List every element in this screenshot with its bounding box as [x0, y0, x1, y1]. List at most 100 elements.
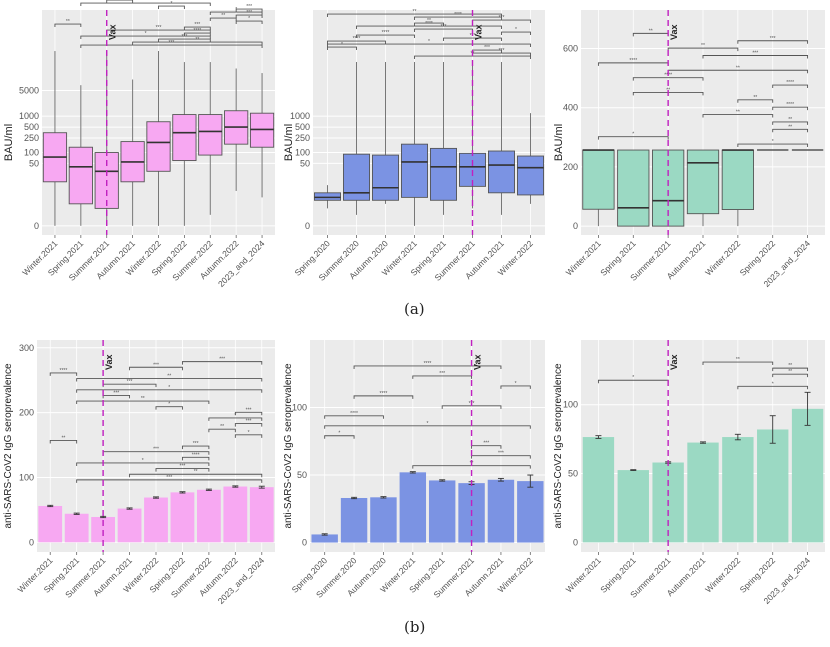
- bar: [118, 509, 142, 543]
- y-tick-label: 100: [24, 148, 39, 158]
- significance-stars: ***: [752, 51, 758, 57]
- bar: [757, 429, 788, 542]
- caption-b: (b): [404, 618, 425, 636]
- significance-stars: ***: [484, 45, 490, 51]
- significance-stars: ***: [166, 475, 172, 481]
- significance-stars: *: [168, 402, 170, 408]
- x-tick-label: Winter.2022: [703, 238, 742, 277]
- box: [583, 150, 614, 209]
- significance-stars: **: [736, 357, 740, 363]
- significance-stars: ***: [483, 441, 489, 447]
- x-tick-label: 2023_and_2024: [216, 238, 267, 289]
- significance-stars: ***: [219, 357, 225, 363]
- significance-stars: ****: [193, 28, 201, 34]
- significance-stars: ***: [153, 447, 159, 453]
- significance-stars: **: [220, 424, 224, 430]
- bar: [792, 409, 823, 543]
- y-tick-label: 500: [295, 122, 310, 132]
- box: [430, 148, 456, 200]
- significance-stars: **: [413, 9, 417, 15]
- vax-label: Vax: [669, 24, 679, 40]
- bar: [370, 497, 396, 542]
- significance-stars: *: [248, 430, 250, 436]
- bar: [171, 492, 195, 542]
- significance-stars: ****: [380, 391, 388, 397]
- bar: [517, 481, 543, 542]
- significance-stars: *: [341, 42, 343, 48]
- box: [173, 115, 196, 161]
- significance-stars: ***: [127, 379, 133, 385]
- box: [618, 150, 649, 226]
- y-tick-label: 0: [34, 221, 39, 231]
- bar: [197, 490, 221, 543]
- box: [687, 150, 718, 214]
- significance-stars: ***: [156, 25, 162, 31]
- y-tick-label: 100: [292, 403, 307, 413]
- caption-a: (a): [404, 300, 425, 318]
- significance-stars: ****: [629, 58, 637, 64]
- significance-stars: ***: [246, 10, 252, 16]
- significance-stars: **: [788, 117, 792, 123]
- significance-stars: **: [66, 19, 70, 25]
- significance-stars: ***: [194, 22, 200, 28]
- box: [69, 147, 92, 204]
- box: [722, 150, 753, 210]
- bar: [429, 480, 455, 542]
- chart-svg: 05010025050010005000BAU/mlWinter.2021Spr…: [0, 0, 280, 300]
- y-tick-label: 50: [29, 158, 39, 168]
- x-tick-label: Winter.2022: [703, 555, 742, 594]
- y-tick-label: 1000: [19, 111, 39, 121]
- bar: [65, 514, 89, 543]
- bar: [618, 470, 649, 542]
- y-tick-label: 0: [573, 537, 578, 547]
- y-tick-label: 500: [24, 122, 39, 132]
- y-axis-label: BAU/ml: [553, 124, 565, 161]
- x-tick-label: Winter.2021: [564, 555, 603, 594]
- x-tick-label: 2023_and_2024: [216, 555, 267, 606]
- significance-stars: ***: [246, 407, 252, 413]
- significance-stars: ****: [60, 368, 68, 374]
- y-axis-label: anti-SARS-CoV2 IgG seroprevalence: [3, 363, 14, 529]
- significance-stars: ***: [169, 40, 175, 46]
- chart-svg: 0501002505001000BAU/mlSpring.2020Summer.…: [280, 0, 550, 300]
- y-tick-label: 0: [573, 221, 578, 231]
- significance-stars: ****: [192, 452, 200, 458]
- significance-stars: ****: [350, 411, 358, 417]
- significance-stars: ****: [382, 30, 390, 36]
- y-tick-label: 100: [19, 472, 34, 482]
- significance-stars: ****: [424, 361, 432, 367]
- significance-stars: **: [141, 396, 145, 402]
- bar: [687, 443, 718, 543]
- significance-stars: ****: [454, 12, 462, 18]
- box: [372, 155, 398, 200]
- y-tick-label: 200: [19, 408, 34, 418]
- significance-stars: **: [649, 28, 653, 34]
- y-tick-label: 100: [563, 400, 578, 410]
- box: [199, 115, 222, 156]
- significance-stars: **: [736, 65, 740, 71]
- chart-svg: 0200400600BAU/mlWinter.2021Spring.2021Su…: [550, 0, 830, 300]
- y-tick-label: 1000: [290, 111, 310, 121]
- significance-stars: ***: [246, 4, 252, 10]
- y-tick-label: 400: [563, 103, 578, 113]
- box: [401, 144, 427, 197]
- significance-stars: **: [701, 43, 705, 49]
- significance-stars: ***: [246, 419, 252, 425]
- significance-stars: *: [427, 421, 429, 427]
- y-tick-label: 5000: [19, 86, 39, 96]
- significance-stars: ***: [153, 362, 159, 368]
- significance-stars: *: [142, 458, 144, 464]
- y-tick-label: 100: [295, 148, 310, 158]
- significance-stars: **: [427, 18, 431, 24]
- bar: [722, 437, 753, 542]
- significance-stars: **: [195, 37, 199, 43]
- significance-stars: *: [170, 1, 172, 7]
- y-tick-label: 600: [563, 43, 578, 53]
- significance-stars: *: [515, 27, 517, 33]
- significance-stars: *: [428, 39, 430, 45]
- significance-stars: *: [772, 381, 774, 387]
